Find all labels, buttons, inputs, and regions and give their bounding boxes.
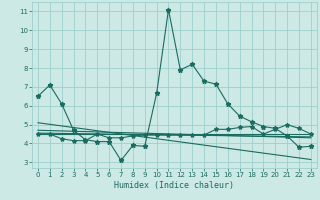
X-axis label: Humidex (Indice chaleur): Humidex (Indice chaleur) bbox=[115, 181, 234, 190]
